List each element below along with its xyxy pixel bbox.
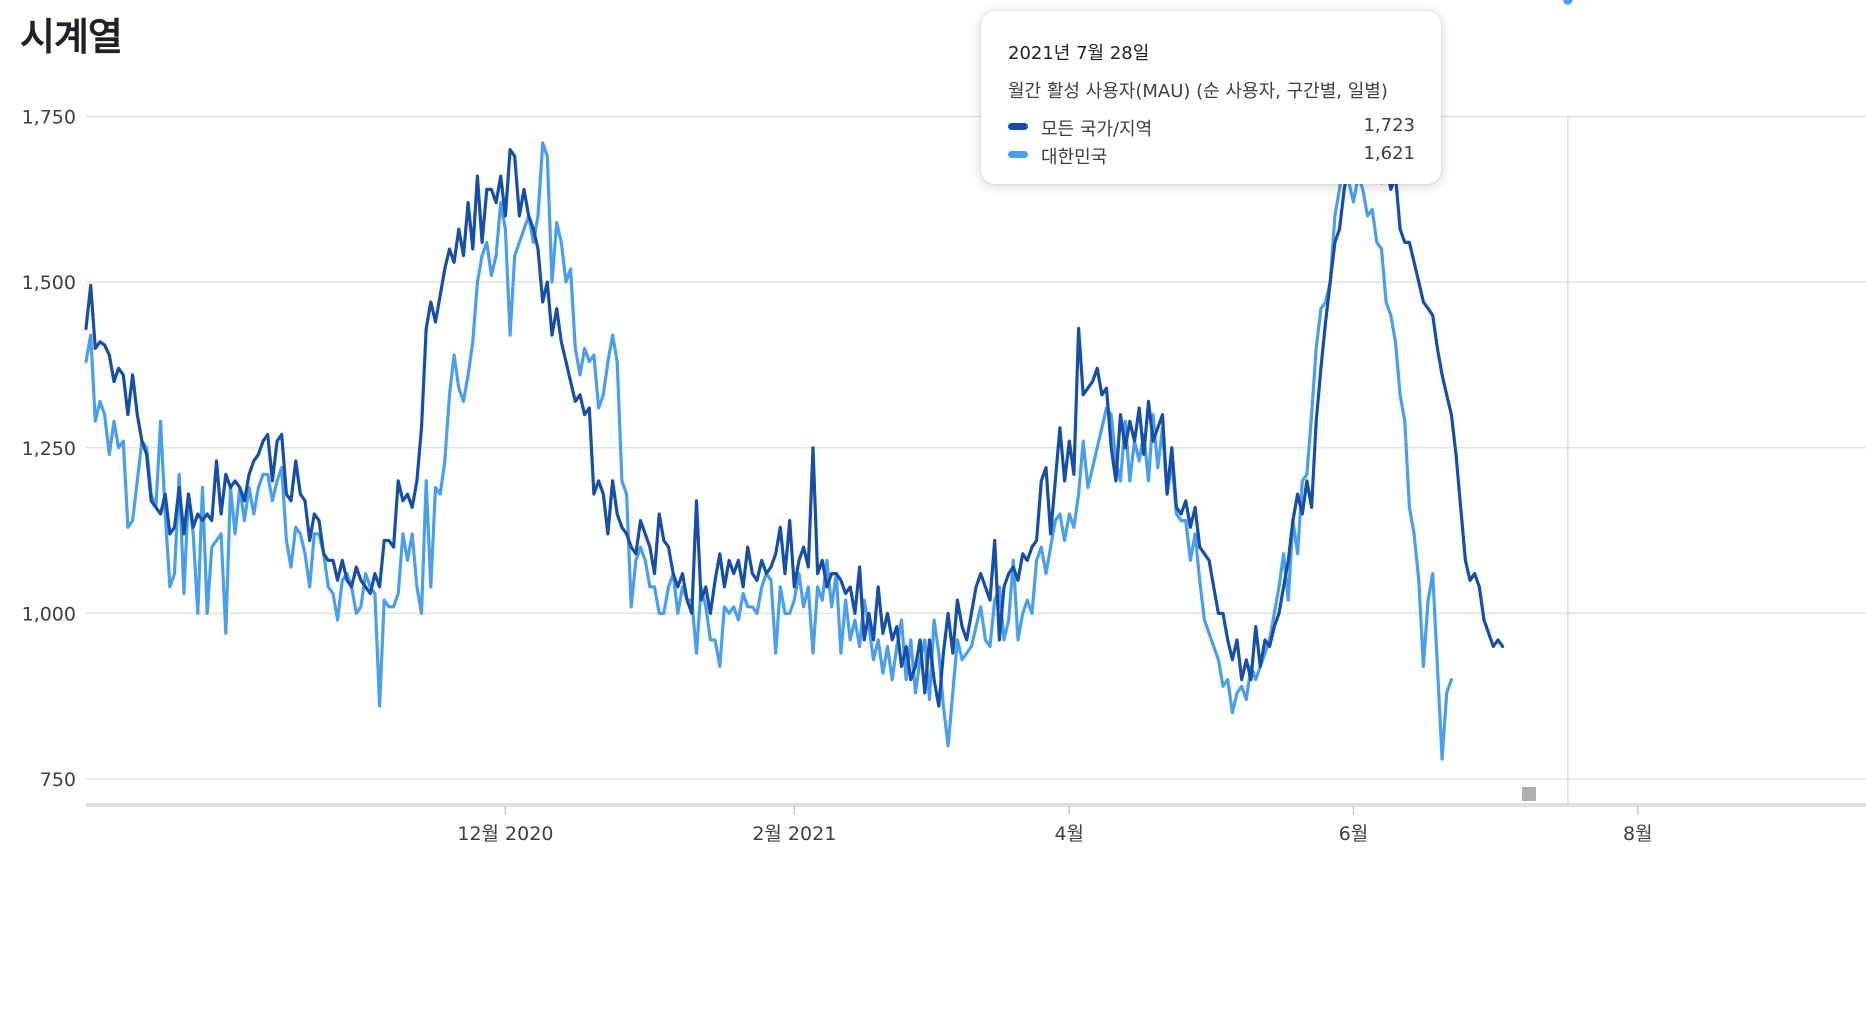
tooltip-row-all-regions: 모든 국가/지역 1,723 bbox=[1008, 115, 1415, 140]
x-tick-label: 2월 2021 bbox=[752, 823, 836, 845]
tooltip-series-name: 모든 국가/지역 bbox=[1041, 119, 1153, 140]
series-line-all-regions[interactable] bbox=[84, 132, 1505, 708]
x-tick-label: 6월 bbox=[1339, 823, 1369, 845]
grid-lines bbox=[86, 115, 1866, 780]
series-lines bbox=[84, 132, 1505, 761]
hover-points bbox=[1561, 0, 1575, 7]
chart-tooltip: 2021년 7월 28일 월간 활성 사용자(MAU) (순 사용자, 구간별,… bbox=[981, 11, 1441, 184]
legend-swatch-korea bbox=[1008, 151, 1028, 158]
y-tick-label: 1,500 bbox=[22, 272, 76, 294]
tooltip-row-korea: 대한민국 1,621 bbox=[1008, 143, 1415, 168]
tooltip-date: 2021년 7월 28일 bbox=[1008, 43, 1150, 64]
series-line-korea[interactable] bbox=[84, 141, 1454, 761]
y-tick-label: 1,750 bbox=[22, 107, 76, 129]
chart-scroll-handle[interactable] bbox=[1522, 787, 1536, 801]
tooltip-series-name: 대한민국 bbox=[1041, 147, 1108, 168]
y-tick-label: 750 bbox=[40, 769, 76, 791]
tooltip-series-value: 1,723 bbox=[1363, 115, 1415, 136]
x-tick-label: 8월 bbox=[1623, 823, 1653, 845]
x-tick-label: 4월 bbox=[1054, 823, 1084, 845]
legend-swatch-all-regions bbox=[1008, 123, 1028, 130]
tooltip-series-value: 1,621 bbox=[1363, 143, 1415, 164]
y-axis: 750 1,000 1,250 1,500 1,750 bbox=[22, 107, 76, 792]
x-tick-label: 12월 2020 bbox=[457, 823, 553, 845]
tooltip-metric-label: 월간 활성 사용자(MAU) (순 사용자, 구간별, 일별) bbox=[1008, 81, 1388, 102]
x-axis: 12월 2020 2월 2021 4월 6월 8월 bbox=[457, 806, 1653, 845]
y-tick-label: 1,250 bbox=[22, 438, 76, 460]
y-tick-label: 1,000 bbox=[22, 603, 76, 625]
hover-point bbox=[1561, 0, 1575, 7]
page-title: 시계열 bbox=[20, 15, 123, 59]
